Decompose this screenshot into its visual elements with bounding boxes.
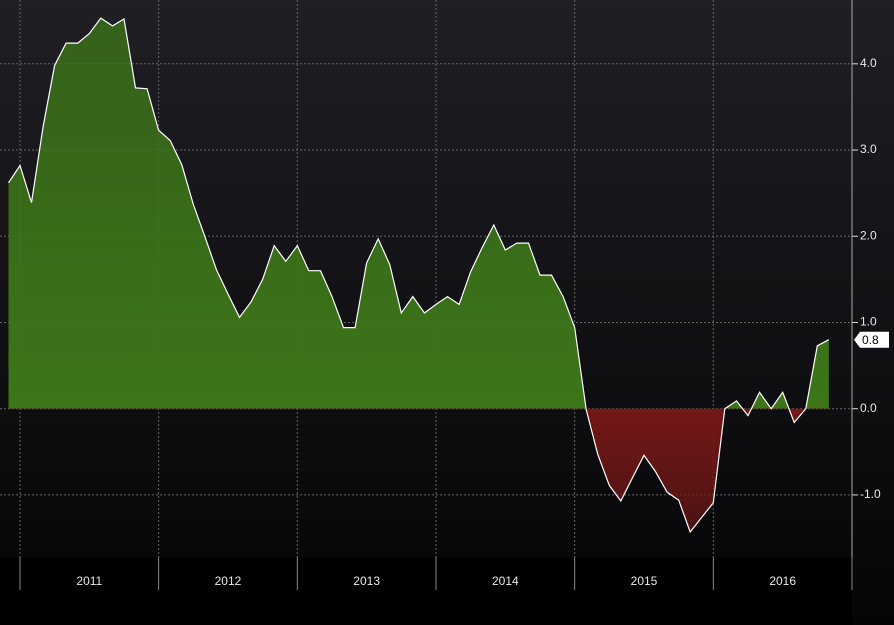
area [8,18,829,533]
x-tick-label: 2013 [353,574,380,588]
x-tick-label: 2011 [76,574,102,588]
last-value-label: 0.8 [862,333,879,347]
x-axis-strip [0,557,852,625]
line [8,17,830,534]
last-value-tag [854,331,889,348]
y-tick-label: -1.0 [860,487,881,501]
x-tick-label: 2014 [492,574,519,588]
y-tick-label: 3.0 [860,142,877,156]
y-tick-label: 0.0 [860,401,877,415]
y-tick-label: 1.0 [860,315,877,329]
y-tick-label: 4.0 [860,56,877,70]
x-tick-label: 2016 [769,574,796,588]
y-tick-label: 2.0 [860,228,877,242]
x-tick-label: 2015 [631,574,658,588]
x-tick-label: 2012 [215,574,242,588]
